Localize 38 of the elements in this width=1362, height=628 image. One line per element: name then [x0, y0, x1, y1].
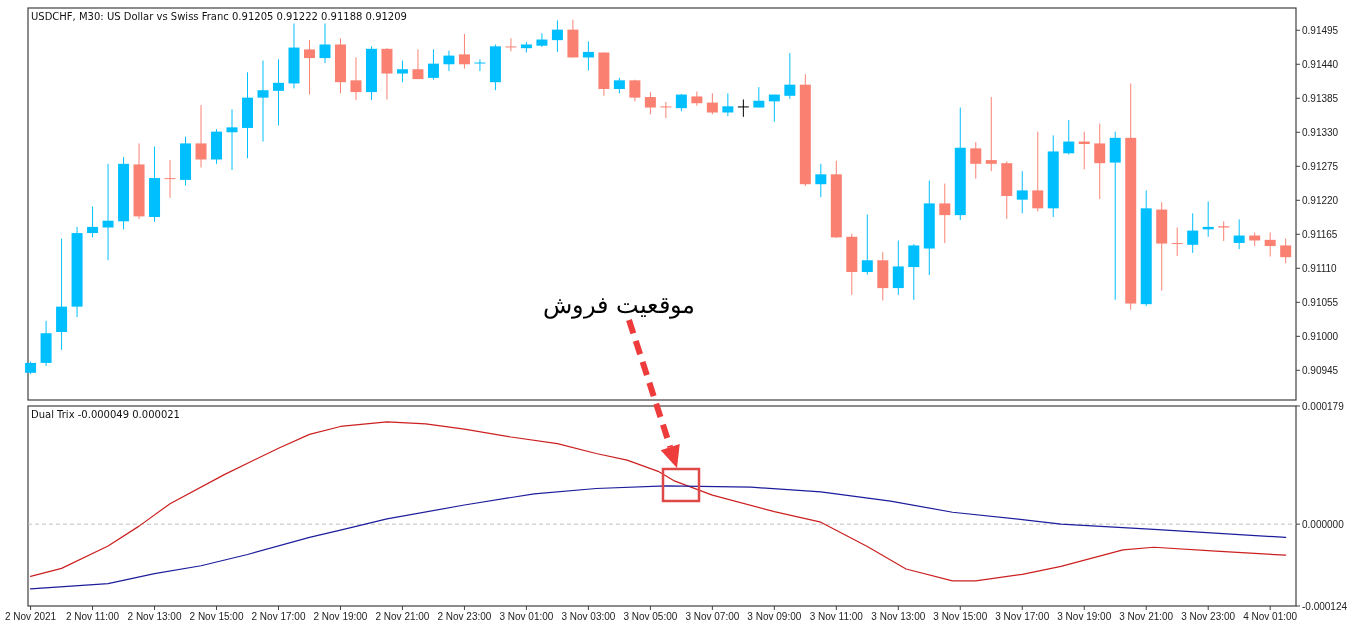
- y-tick-label: 0.91275: [1302, 160, 1339, 172]
- x-tick-label: 2 Nov 19:00: [313, 611, 368, 622]
- chart-title: USDCHF, M30: US Dollar vs Swiss Franc 0.91205 0.91222 0.91188 0.91209: [31, 11, 407, 22]
- x-tick-label: 3 Nov 03:00: [561, 611, 616, 622]
- x-tick-label: 3 Nov 07:00: [685, 611, 740, 622]
- x-tick-label: 4 Nov 01:00: [1243, 611, 1298, 622]
- y-tick-label: 0.91330: [1302, 126, 1339, 138]
- x-tick-label: 2 Nov 13:00: [127, 611, 182, 622]
- x-tick-label: 3 Nov 01:00: [499, 611, 554, 622]
- x-tick-label: 3 Nov 15:00: [933, 611, 988, 622]
- x-tick-label: 3 Nov 05:00: [623, 611, 678, 622]
- x-tick-label: 3 Nov 19:00: [1057, 611, 1112, 622]
- chart-title: Dual Trix -0.000049 0.000021: [31, 409, 180, 420]
- annotation: موقعیت فروش: [543, 291, 695, 319]
- y-tick-label: 0.91165: [1302, 228, 1338, 240]
- x-tick-label: 2 Nov 11:00: [65, 611, 120, 622]
- x-tick-label: 2 Nov 23:00: [437, 611, 492, 622]
- y-tick-label: 0.91495: [1302, 24, 1339, 36]
- x-tick-label: 3 Nov 11:00: [809, 611, 864, 622]
- x-tick-label: 3 Nov 17:00: [995, 611, 1050, 622]
- x-tick-label: 2 Nov 15:00: [189, 611, 244, 622]
- y-tick-label: 0.91440: [1302, 58, 1339, 70]
- x-tick-label: 3 Nov 23:00: [1181, 611, 1236, 622]
- y-tick-label: 0.91220: [1302, 194, 1339, 206]
- x-tick-label: 3 Nov 09:00: [747, 611, 802, 622]
- y-tick-label: 0.91110: [1302, 262, 1338, 274]
- y-tick-label: -0.000124: [1302, 600, 1348, 612]
- x-tick-label: 3 Nov 13:00: [871, 611, 926, 622]
- y-tick-label: 0.000179: [1302, 400, 1345, 412]
- x-tick-label: 2 Nov 21:00: [375, 611, 430, 622]
- y-tick-label: 0.000000: [1302, 518, 1345, 530]
- y-tick-label: 0.91000: [1302, 330, 1339, 342]
- x-tick-label: 3 Nov 21:00: [1119, 611, 1174, 622]
- x-tick-label: 2 Nov 17:00: [251, 611, 306, 622]
- x-tick-label: 2 Nov 2021: [5, 611, 57, 622]
- y-tick-label: 0.91055: [1302, 296, 1339, 308]
- y-tick-label: 0.91385: [1302, 92, 1339, 104]
- y-tick-label: 0.90945: [1302, 364, 1339, 376]
